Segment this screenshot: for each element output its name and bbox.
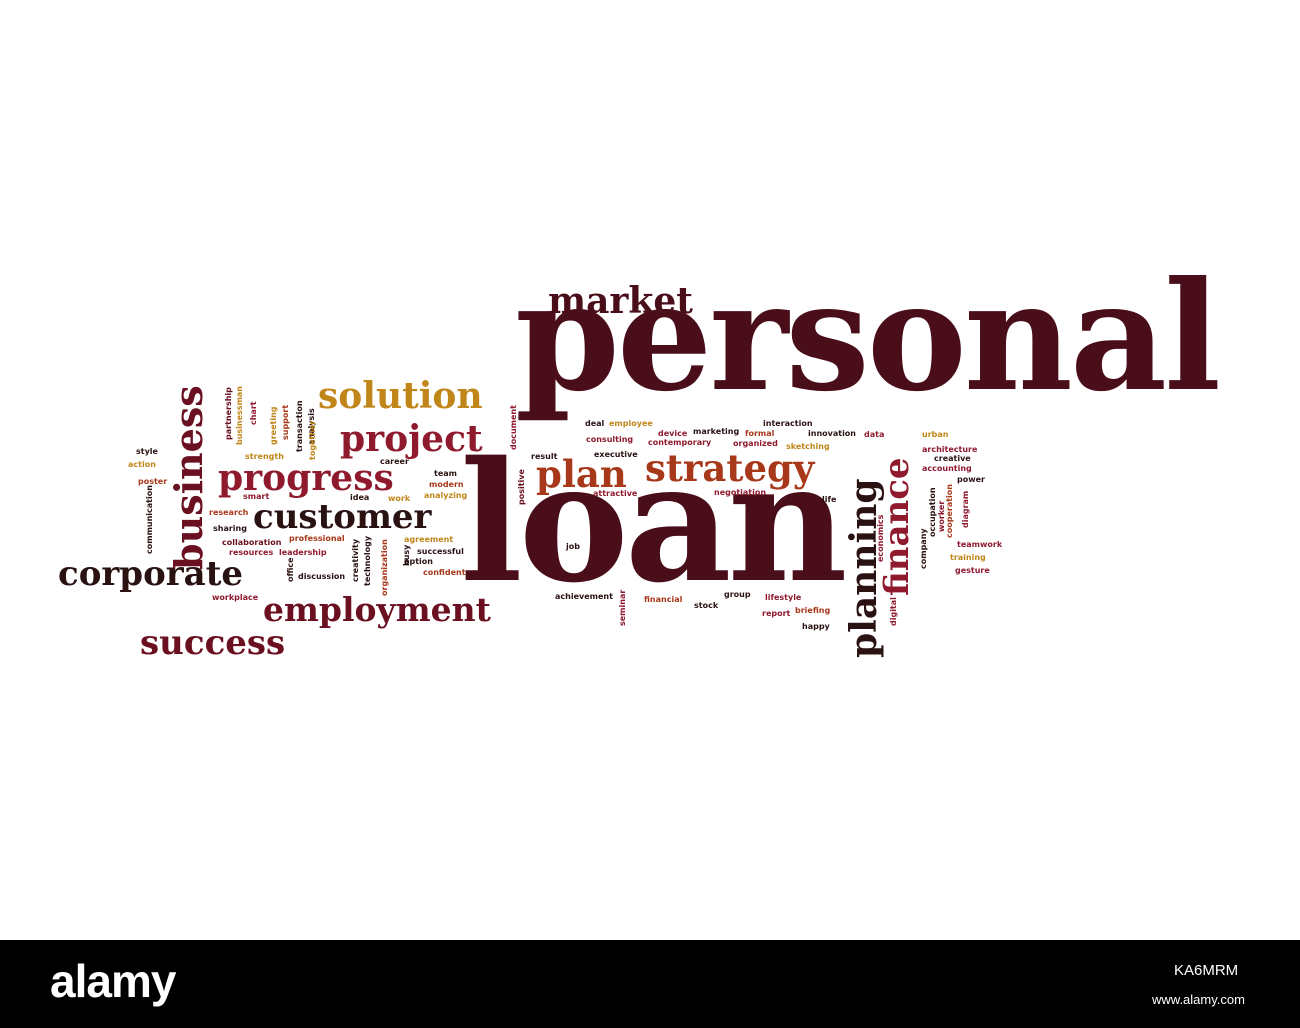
watermark-footer: alamy KA6MRM www.alamy.com: [0, 940, 1300, 1028]
word-digital: digital: [889, 597, 898, 626]
word-stock: stock: [694, 601, 719, 610]
word-positive: positive: [517, 469, 526, 505]
word-finance: finance: [877, 457, 917, 596]
word-personal: personal: [515, 249, 1221, 425]
word-chart: chart: [249, 401, 258, 425]
word-consulting: consulting: [586, 435, 634, 444]
image-id: KA6MRM: [1174, 962, 1239, 979]
word-financial: financial: [644, 595, 683, 604]
word-achievement: achievement: [555, 592, 613, 601]
word-gesture: gesture: [955, 566, 990, 575]
word-training: training: [950, 553, 986, 562]
word-career: career: [380, 457, 409, 466]
word-marketing: marketing: [693, 427, 740, 436]
word-technology: technology: [363, 535, 372, 586]
word-research: research: [209, 508, 249, 517]
word-negotiation: negotiation: [714, 488, 767, 497]
word-urban: urban: [922, 430, 949, 439]
word-poster: poster: [138, 477, 168, 486]
word-support: support: [281, 404, 290, 440]
word-company: company: [919, 528, 928, 569]
word-diagram: diagram: [961, 490, 970, 528]
word-sketching: sketching: [786, 442, 830, 451]
word-business: business: [166, 385, 211, 570]
word-seminar: seminar: [618, 589, 627, 626]
word-creative: creative: [934, 454, 971, 463]
word-document: document: [509, 405, 518, 450]
word-formal: formal: [745, 429, 775, 438]
word-communication: communication: [145, 485, 154, 554]
word-option: option: [404, 557, 433, 566]
word-corporate: corporate: [58, 554, 244, 594]
word-greeting: greeting: [269, 406, 278, 445]
word-contemporary: contemporary: [648, 438, 712, 447]
word-discussion: discussion: [298, 572, 346, 581]
word-work: work: [388, 494, 411, 503]
word-employment: employment: [263, 590, 491, 629]
word-project: project: [340, 418, 483, 460]
word-office: office: [286, 557, 295, 582]
word-successful: successful: [417, 547, 464, 556]
word-economics: economics: [876, 514, 885, 562]
word-partnership: partnership: [224, 387, 233, 440]
word-executive: executive: [594, 450, 638, 459]
word-modern: modern: [429, 480, 464, 489]
word-together: together: [308, 420, 317, 460]
word-resources: resources: [229, 548, 274, 557]
word-plan: plan: [536, 452, 627, 496]
word-workplace: workplace: [212, 593, 259, 602]
word-job: job: [566, 542, 580, 551]
word-strategy: strategy: [645, 446, 815, 490]
word-architecture: architecture: [922, 445, 978, 454]
word-success: success: [140, 623, 286, 663]
word-group: group: [724, 590, 751, 599]
word-analyzing: analyzing: [424, 491, 468, 500]
word-occupation: occupation: [928, 487, 937, 537]
word-device: device: [658, 429, 688, 438]
word-style: style: [136, 447, 158, 456]
word-cloud: personal loan market solution project pr…: [58, 249, 1221, 663]
word-data: data: [864, 430, 885, 439]
word-innovation: innovation: [808, 429, 856, 438]
word-solution: solution: [318, 375, 483, 417]
word-sharing: sharing: [213, 524, 247, 533]
word-happy: happy: [802, 622, 830, 631]
word-employee: employee: [609, 419, 653, 428]
word-businessman: businessman: [235, 386, 244, 445]
word-team: team: [434, 469, 457, 478]
word-briefing: briefing: [795, 606, 831, 615]
word-strength: strength: [245, 452, 284, 461]
word-creativity: creativity: [351, 538, 360, 582]
word-agreement: agreement: [404, 535, 454, 544]
word-interaction: interaction: [763, 419, 813, 428]
word-market: market: [548, 280, 693, 322]
word-action: action: [128, 460, 156, 469]
word-power: power: [957, 475, 985, 484]
word-leadership: leadership: [279, 548, 327, 557]
word-confident: confident: [423, 568, 466, 577]
word-progress: progress: [218, 457, 394, 499]
word-cooperation: cooperation: [945, 484, 954, 538]
word-teamwork: teamwork: [957, 540, 1003, 549]
word-life: life: [822, 495, 837, 504]
word-report: report: [762, 609, 791, 618]
word-lifestyle: lifestyle: [765, 593, 802, 602]
word-collaboration: collaboration: [222, 538, 282, 547]
word-transaction: transaction: [295, 400, 304, 452]
word-organized: organized: [733, 439, 778, 448]
word-customer: customer: [253, 497, 432, 537]
site-url: www.alamy.com: [1152, 992, 1245, 1007]
word-professional: professional: [289, 534, 345, 543]
word-attractive: attractive: [593, 489, 638, 498]
word-loan: loan: [460, 425, 848, 619]
word-deal: deal: [585, 419, 605, 428]
word-smart: smart: [243, 492, 270, 501]
alamy-logo: alamy: [50, 955, 176, 1007]
word-organization: organization: [380, 539, 389, 596]
word-result: result: [531, 452, 558, 461]
word-accounting: accounting: [922, 464, 972, 473]
word-idea: idea: [350, 493, 370, 502]
